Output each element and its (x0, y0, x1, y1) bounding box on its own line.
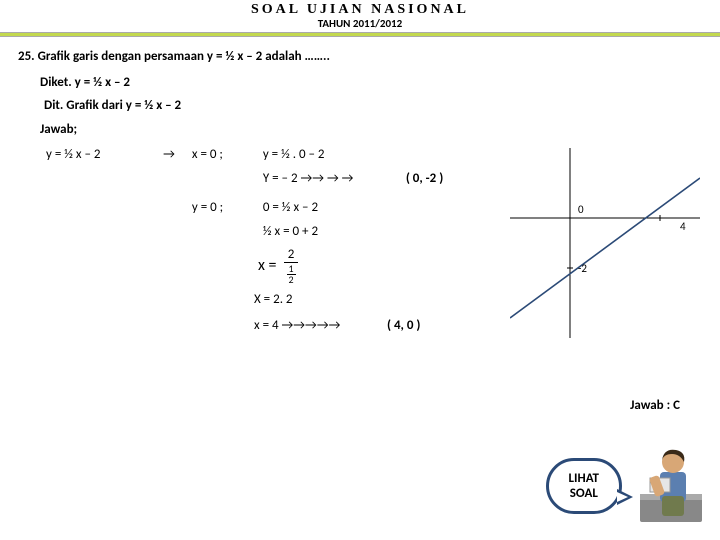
frac-num: 2 (284, 248, 299, 263)
dit-line: Dit. Grafik dari y = ½ x – 2 (44, 96, 702, 116)
callout-line2: SOAL (569, 486, 599, 501)
calc: x = 4 →→→→→ (254, 316, 384, 336)
line-graph: 4 -2 0 (510, 148, 700, 338)
calc: ½ x = 0 + 2 (263, 222, 318, 242)
xeq-label: x = (258, 254, 277, 278)
arrow-icon: → (149, 145, 189, 165)
expr: y = ½ x – 2 (46, 145, 146, 165)
y-tick-label: -2 (578, 262, 587, 275)
sub-y: y = 0 ; (192, 198, 260, 218)
graph-line (510, 178, 700, 318)
origin-label: 0 (578, 203, 584, 216)
point-2: ( 4, 0 ) (387, 316, 420, 336)
jawab-label: Jawab; (40, 120, 702, 140)
person-illustration (632, 442, 710, 526)
header: SOAL UJIAN NASIONAL TAHUN 2011/2012 (0, 0, 720, 30)
point-1: ( 0, -2 ) (406, 169, 443, 189)
lihat-soal-callout[interactable]: LIHAT SOAL (546, 458, 622, 514)
answer-label: Jawab : C (630, 398, 680, 413)
calc: 0 = ½ x – 2 (263, 198, 318, 218)
page-subtitle: TAHUN 2011/2012 (0, 17, 720, 30)
calc: y = ½ . 0 – 2 (263, 145, 325, 165)
calc: X = 2. 2 (254, 290, 293, 310)
x-tick-label: 4 (680, 220, 686, 233)
sub-x: x = 0 ; (192, 145, 260, 165)
page-title: SOAL UJIAN NASIONAL (0, 2, 720, 18)
calc: Y = – 2 →→ → → (263, 169, 403, 189)
fraction: 2 1 2 (283, 248, 300, 285)
callout-tail-icon (617, 489, 633, 505)
question-text: 25. Grafik garis dengan persamaan y = ½ … (18, 47, 702, 67)
callout-line1: LIHAT (569, 471, 599, 486)
frac-den: 1 2 (283, 263, 300, 285)
diket-line: Diket. y = ½ x – 2 (40, 73, 702, 93)
